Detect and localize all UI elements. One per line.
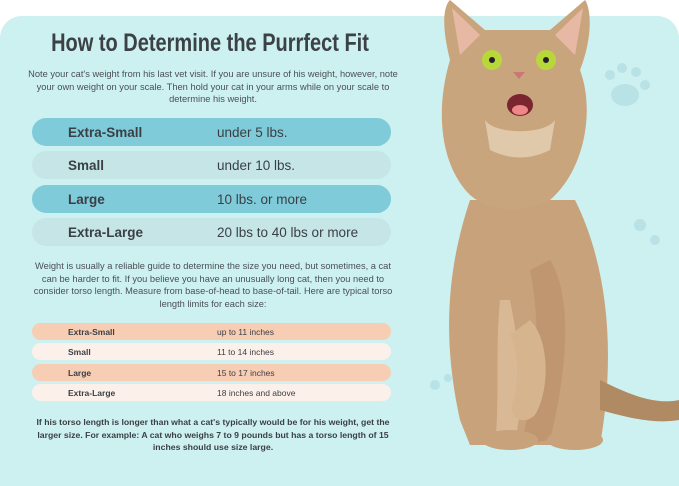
footer-note: If his torso length is longer than what … bbox=[36, 417, 390, 452]
size-label: Large bbox=[68, 191, 105, 207]
cat bbox=[441, 0, 679, 450]
intro-text: Note your cat's weight from his last vet… bbox=[28, 69, 398, 104]
weight-row: Extra-Large 20 lbs to 40 lbs or more bbox=[32, 218, 391, 246]
cat-photo bbox=[430, 0, 679, 450]
size-label: Small bbox=[68, 157, 105, 173]
weight-row: Extra-Small under 5 lbs. bbox=[32, 118, 391, 146]
page-title: How to Determine the Purrfect Fit bbox=[51, 29, 369, 57]
weight-value: 10 lbs. or more bbox=[217, 191, 308, 207]
torso-row: Small 11 to 14 inches bbox=[32, 343, 391, 360]
length-value: 18 inches and above bbox=[217, 387, 296, 398]
weight-row: Large 10 lbs. or more bbox=[32, 185, 391, 213]
length-value: 15 to 17 inches bbox=[217, 367, 275, 378]
size-label: Extra-Large bbox=[68, 224, 144, 240]
length-value: 11 to 14 inches bbox=[217, 346, 275, 357]
torso-row: Extra-Small up to 11 inches bbox=[32, 323, 391, 340]
size-label: Extra-Large bbox=[68, 387, 116, 398]
weight-value: 20 lbs to 40 lbs or more bbox=[217, 224, 359, 240]
weight-value: under 5 lbs. bbox=[217, 124, 288, 140]
size-label: Extra-Small bbox=[68, 124, 143, 140]
torso-intro-text: Weight is usually a reliable guide to de… bbox=[33, 261, 393, 309]
torso-row: Extra-Large 18 inches and above bbox=[32, 384, 391, 401]
length-value: up to 11 inches bbox=[217, 326, 275, 337]
paw-print-icon bbox=[430, 63, 660, 390]
size-label: Small bbox=[68, 346, 91, 357]
torso-row: Large 15 to 17 inches bbox=[32, 364, 391, 381]
size-label: Extra-Small bbox=[68, 326, 115, 337]
weight-value: under 10 lbs. bbox=[217, 157, 296, 173]
size-label: Large bbox=[68, 367, 92, 378]
weight-row: Small under 10 lbs. bbox=[32, 151, 391, 179]
